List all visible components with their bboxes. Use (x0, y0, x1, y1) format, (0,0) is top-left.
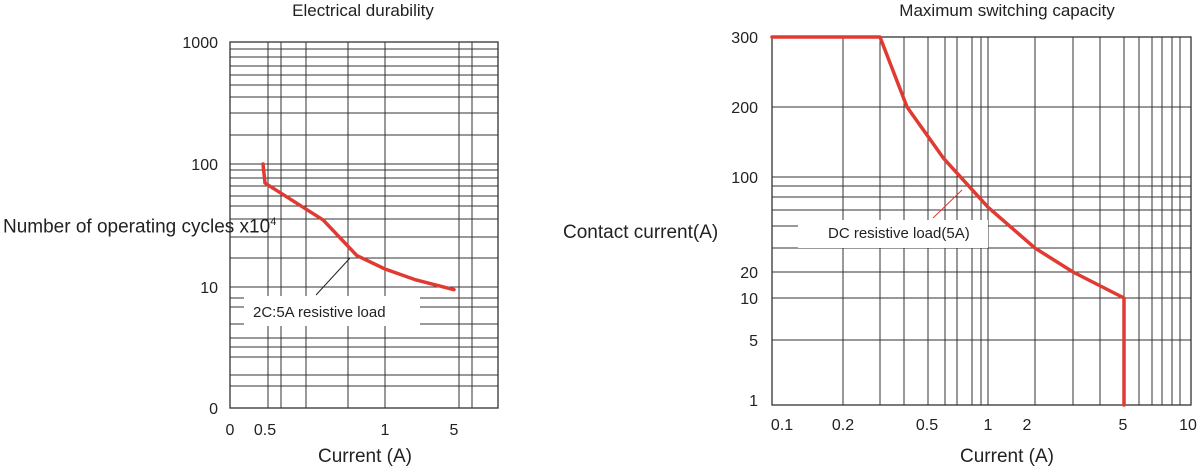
y-tick-label: 1 (749, 393, 758, 410)
x-axis-label: Current (A) (960, 446, 1054, 467)
x-tick-label: 1 (984, 417, 993, 434)
x-tick-label: 2 (1023, 417, 1032, 434)
y-tick-label: 100 (731, 170, 758, 187)
y-tick-label: 300 (731, 30, 758, 47)
x-tick-label: 0.1 (771, 417, 793, 434)
annotation-box (244, 296, 420, 326)
y-tick-label: 10 (740, 291, 758, 308)
y-tick-label: 10 (200, 280, 218, 297)
x-tick-label: 0.5 (254, 422, 276, 439)
right-y-axis-label: Contact current(A) (563, 222, 719, 243)
annotation-label: DC resistive load(5A) (828, 225, 970, 242)
chart-title: Maximum switching capacity (899, 1, 1115, 20)
series-line (261, 162, 456, 292)
annotation-box (798, 220, 988, 248)
x-tick-label: 5 (450, 422, 459, 439)
left-y-axis-label: Number of operating cycles x104 (3, 210, 276, 239)
y-tick-label: 1000 (182, 35, 218, 52)
x-tick-label: 1 (381, 422, 390, 439)
plot-frame (229, 41, 499, 409)
annotation-label: 2C:5A resistive load (253, 304, 386, 321)
x-tick-label: 10 (1179, 417, 1197, 434)
y-tick-label: 200 (731, 100, 758, 117)
plot-frame (771, 36, 1192, 406)
x-tick-label: 0.2 (832, 417, 854, 434)
y-tick-label: 100 (191, 157, 218, 174)
x-tick-label: 0.5 (916, 417, 938, 434)
chart-title: Electrical durability (292, 1, 434, 20)
left-y-axis-label-exponent: 4 (270, 216, 277, 228)
y-tick-label: 20 (740, 265, 758, 282)
left-y-axis-label-text: Number of operating cycles x10 (3, 216, 271, 238)
x-axis-label: Current (A) (318, 446, 412, 467)
x-tick-label: 0 (226, 422, 235, 439)
x-tick-label: 5 (1119, 417, 1128, 434)
annotation-leader-line (932, 189, 963, 219)
series-line (770, 35, 1126, 407)
y-tick-label: 0 (209, 401, 218, 418)
annotation-leader-line (315, 257, 351, 296)
y-tick-label: 5 (749, 333, 758, 350)
